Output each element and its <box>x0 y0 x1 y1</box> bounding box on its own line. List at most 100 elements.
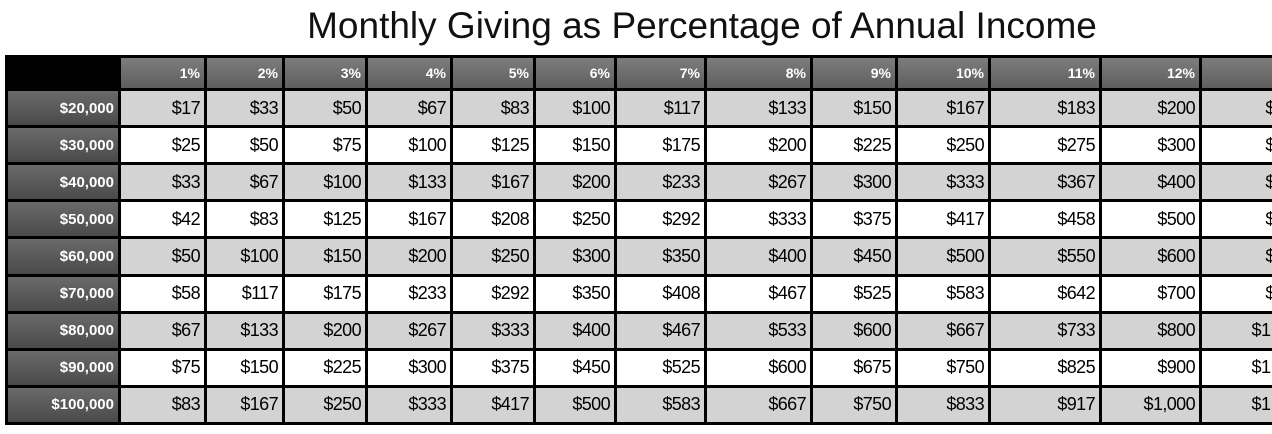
table-cell: $525 <box>813 276 895 311</box>
table-row: $70,000 $58 $117 $175 $233 $292 $350 $408 $467 $5… <box>8 276 1272 311</box>
table-cell: $183 <box>991 91 1099 126</box>
table-cell: $300 <box>536 239 614 274</box>
table-cell: $100 <box>207 239 282 274</box>
table-cell: $400 <box>536 313 614 348</box>
table-cell: $267 <box>707 165 810 200</box>
table-row: $50,000 $42 $83 $125 $167 $208 $250 $292 $333 $37… <box>8 202 1272 237</box>
table-cell: $17 <box>121 91 204 126</box>
table-cell: $500 <box>1202 165 1272 200</box>
table-cell: $67 <box>207 165 282 200</box>
table-cell: $642 <box>991 276 1099 311</box>
table-cell: $525 <box>617 350 704 385</box>
table-cell: $750 <box>898 350 988 385</box>
table-cell: $375 <box>1202 128 1272 163</box>
table-cell: $375 <box>813 202 895 237</box>
row-header: $30,000 <box>8 128 118 163</box>
table-cell: $300 <box>1102 128 1199 163</box>
table-cell: $600 <box>707 350 810 385</box>
table-cell: $583 <box>617 387 704 422</box>
row-header: $50,000 <box>8 202 118 237</box>
table-cell: $350 <box>617 239 704 274</box>
table-cell: $458 <box>991 202 1099 237</box>
table-cell: $292 <box>617 202 704 237</box>
table-cell: $58 <box>121 276 204 311</box>
table-cell: $167 <box>453 165 533 200</box>
table-cell: $583 <box>898 276 988 311</box>
table-cell: $700 <box>1102 276 1199 311</box>
table-cell: $200 <box>368 239 450 274</box>
table-cell: $233 <box>617 165 704 200</box>
table-cell: $300 <box>813 165 895 200</box>
table-cell: $167 <box>368 202 450 237</box>
table-cell: $625 <box>1202 202 1272 237</box>
table-cell: $225 <box>285 350 365 385</box>
table-cell: $300 <box>368 350 450 385</box>
table-cell: $125 <box>285 202 365 237</box>
table-cell: $667 <box>707 387 810 422</box>
table-cell: $600 <box>1102 239 1199 274</box>
row-header: $60,000 <box>8 239 118 274</box>
table-cell: $667 <box>898 313 988 348</box>
row-header: $40,000 <box>8 165 118 200</box>
table-cell: $500 <box>898 239 988 274</box>
table-cell: $117 <box>617 91 704 126</box>
table-row: $30,000 $25 $50 $75 $100 $125 $150 $175 $200 $225… <box>8 128 1272 163</box>
column-header: 15% <box>1202 58 1272 88</box>
table-cell: $875 <box>1202 276 1272 311</box>
table-cell: $133 <box>707 91 810 126</box>
table-cell: $450 <box>536 350 614 385</box>
table-cell: $900 <box>1102 350 1199 385</box>
table-cell: $83 <box>121 387 204 422</box>
table-cell: $150 <box>813 91 895 126</box>
table-cell: $400 <box>707 239 810 274</box>
table-cell: $275 <box>991 128 1099 163</box>
column-header: 12% <box>1102 58 1199 88</box>
column-header: 9% <box>813 58 895 88</box>
table-cell: $550 <box>991 239 1099 274</box>
table-cell: $408 <box>617 276 704 311</box>
table-cell: $100 <box>536 91 614 126</box>
table-cell: $350 <box>536 276 614 311</box>
table-cell: $500 <box>1102 202 1199 237</box>
table-cell: $200 <box>707 128 810 163</box>
table-cell: $42 <box>121 202 204 237</box>
row-header: $90,000 <box>8 350 118 385</box>
row-header: $80,000 <box>8 313 118 348</box>
table-cell: $333 <box>453 313 533 348</box>
table-cell: $500 <box>536 387 614 422</box>
table-cell: $67 <box>368 91 450 126</box>
column-header: 8% <box>707 58 810 88</box>
table-cell: $333 <box>707 202 810 237</box>
table-cell: $250 <box>898 128 988 163</box>
table-cell: $233 <box>368 276 450 311</box>
table-cell: $175 <box>285 276 365 311</box>
table-cell: $450 <box>813 239 895 274</box>
table-cell: $200 <box>536 165 614 200</box>
table-cell: $125 <box>453 128 533 163</box>
table-cell: $200 <box>1102 91 1199 126</box>
table-cell: $150 <box>285 239 365 274</box>
header-row: 1%2%3%4%5%6%7%8%9%10%11%12%15% <box>8 58 1272 88</box>
table-cell: $133 <box>368 165 450 200</box>
corner-cell <box>8 58 118 88</box>
table-cell: $825 <box>991 350 1099 385</box>
table-cell: $467 <box>707 276 810 311</box>
column-header: 4% <box>368 58 450 88</box>
row-header: $20,000 <box>8 91 118 126</box>
column-header: 5% <box>453 58 533 88</box>
table-cell: $733 <box>991 313 1099 348</box>
table-cell: $50 <box>285 91 365 126</box>
table-cell: $83 <box>207 202 282 237</box>
table-cell: $225 <box>813 128 895 163</box>
table-cell: $417 <box>898 202 988 237</box>
table-row: $20,000 $17 $33 $50 $67 $83 $100 $117 $133 $150 $1… <box>8 91 1272 126</box>
table-cell: $100 <box>285 165 365 200</box>
column-header: 7% <box>617 58 704 88</box>
table-cell: $1,250 <box>1202 387 1272 422</box>
table-cell: $50 <box>121 239 204 274</box>
table-cell: $250 <box>453 239 533 274</box>
table-row: $80,000 $67 $133 $200 $267 $333 $400 $467 $533 $6… <box>8 313 1272 348</box>
column-header: 11% <box>991 58 1099 88</box>
table-row: $90,000 $75 $150 $225 $300 $375 $450 $525 $600 $6… <box>8 350 1272 385</box>
